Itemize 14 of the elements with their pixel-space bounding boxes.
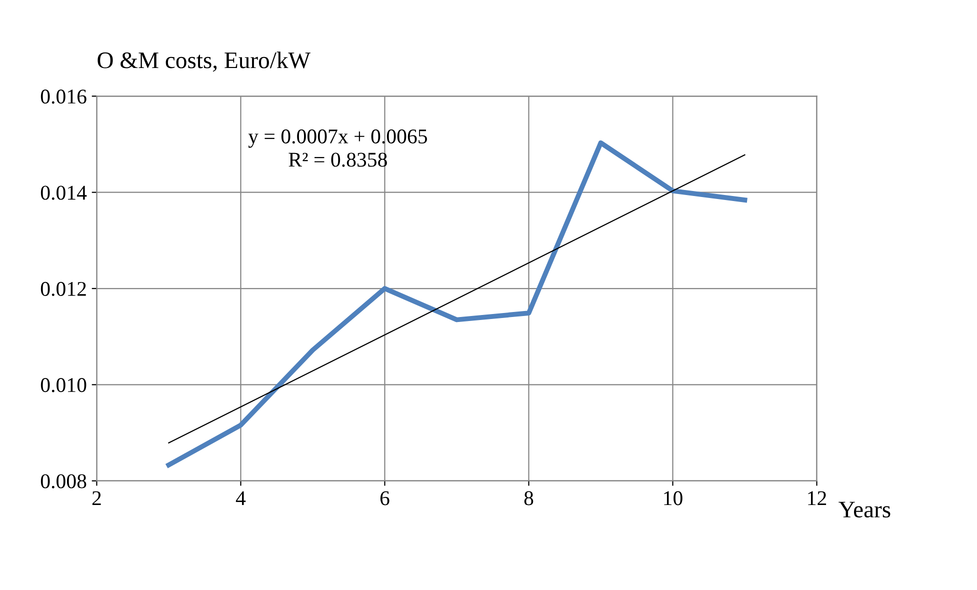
y-tick-label: 0.008 (40, 474, 86, 488)
x-tick-label: 6 (380, 491, 390, 506)
x-tick-label: 12 (808, 491, 826, 506)
annotation: y = 0.0007x + 0.0065 R² = 0.8358 (248, 129, 427, 167)
x-tick-label: 8 (524, 491, 534, 506)
y-tick-label: 0.016 (40, 90, 86, 104)
y-axis-title: O &M costs, Euro/kW (98, 52, 310, 72)
x-tick-label: 4 (236, 491, 246, 506)
y-tick-label: 0.014 (40, 186, 87, 200)
x-axis-title: Years (838, 502, 890, 518)
x-tick-label: 10 (664, 491, 682, 506)
x-tick-label: 2 (92, 491, 101, 506)
y-tick-label: 0.010 (40, 378, 86, 392)
y-tick-label: 0.012 (40, 282, 86, 296)
